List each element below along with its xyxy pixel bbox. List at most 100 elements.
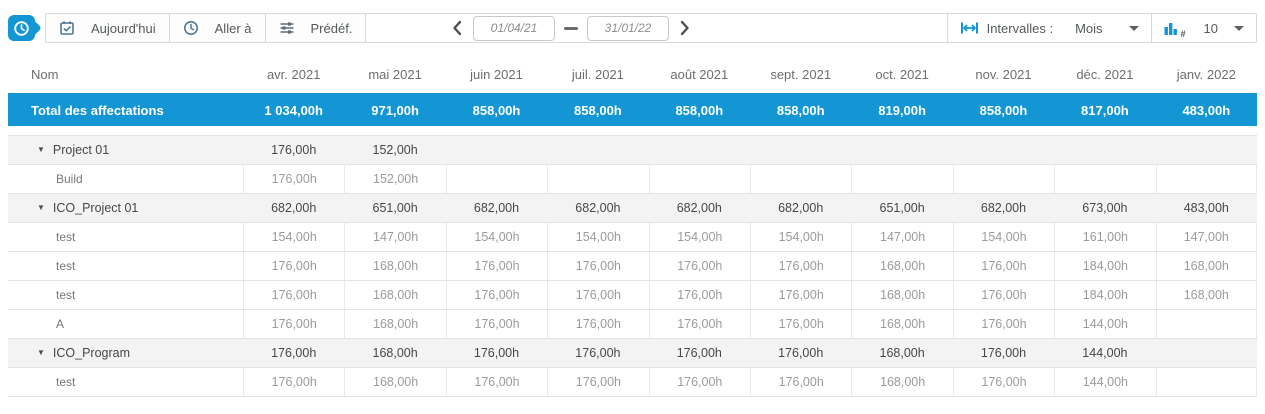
hours-cell	[1054, 136, 1155, 164]
hours-cell: 176,00h	[648, 368, 750, 396]
collapse-triangle-icon[interactable]: ▼	[37, 348, 45, 357]
hours-cell: 176,00h	[445, 310, 547, 338]
end-date-input[interactable]	[587, 15, 669, 41]
group-row: ▼ ICO_Project 01 682,00h 651,00h 682,00h 682,…	[8, 194, 1257, 223]
count-caret-icon[interactable]	[1234, 25, 1244, 31]
hours-cell: 168,00h	[372, 346, 418, 360]
row-label-text: test	[56, 230, 76, 244]
hours-cell	[1156, 339, 1257, 367]
hours-cell: 682,00h	[676, 201, 722, 215]
hours-cell	[750, 165, 851, 193]
hours-cell: 154,00h	[445, 223, 547, 251]
hours-cell: 176,00h	[445, 252, 547, 280]
hours-cell: 184,00h	[1054, 252, 1155, 280]
today-label: Aujourd'hui	[91, 20, 156, 36]
task-row-label[interactable]: test	[8, 252, 243, 280]
task-row: test 176,00h 168,00h 176,00h 176,00h 176,00h 1…	[8, 368, 1257, 397]
group-row: ▼ Project 01 176,00h 152,00h	[8, 135, 1257, 165]
row-label-text: test	[56, 259, 76, 273]
calendar-check-icon	[59, 20, 75, 36]
collapse-triangle-icon[interactable]: ▼	[37, 145, 45, 154]
hours-cell: 147,00h	[851, 223, 952, 251]
interval-caret-icon[interactable]	[1128, 25, 1139, 31]
row-label-text: A	[56, 317, 65, 331]
hours-cell: 651,00h	[372, 201, 418, 215]
hours-cell: 152,00h	[372, 143, 418, 157]
row-label-text: ICO_Project 01	[52, 201, 139, 215]
prev-period-button[interactable]	[450, 20, 464, 36]
month-header: juin 2021	[470, 67, 523, 82]
start-date-input[interactable]	[473, 15, 555, 41]
total-cell: 858,00h	[472, 103, 521, 118]
total-cell: 483,00h	[1182, 103, 1231, 118]
hours-cell: 168,00h	[344, 281, 445, 309]
hours-cell	[1054, 165, 1155, 193]
month-header: avr. 2021	[266, 67, 321, 82]
row-label-text: Project 01	[52, 143, 110, 157]
task-row-label[interactable]: Build	[8, 165, 243, 193]
allocation-table: Nom avr. 2021 mai 2021 juin 2021 juil. 2021…	[8, 56, 1257, 397]
month-header: août 2021	[670, 67, 729, 82]
group-row-label[interactable]: ▼ ICO_Project 01	[8, 194, 243, 222]
hours-cell: 176,00h	[271, 143, 317, 157]
count-select[interactable]: 10	[1203, 20, 1218, 36]
hours-cell: 144,00h	[1082, 346, 1128, 360]
hours-cell: 154,00h	[243, 223, 344, 251]
hours-cell: 168,00h	[1155, 281, 1257, 309]
task-row-label[interactable]: test	[8, 368, 243, 396]
hours-cell: 176,00h	[750, 252, 851, 280]
task-row: test 176,00h 168,00h 176,00h 176,00h 176,00h 1…	[8, 252, 1257, 281]
hours-cell: 651,00h	[879, 201, 925, 215]
hours-cell	[851, 165, 952, 193]
hours-cell	[1155, 368, 1257, 396]
hours-cell: 154,00h	[648, 223, 750, 251]
hours-cell: 168,00h	[344, 368, 445, 396]
hours-cell: 176,00h	[547, 281, 648, 309]
hours-cell: 176,00h	[243, 310, 344, 338]
intervals-section: Intervalles : Mois	[946, 14, 1151, 42]
next-period-button[interactable]	[678, 20, 692, 36]
hours-cell	[1155, 310, 1257, 338]
hours-cell	[445, 165, 547, 193]
hours-cell: 147,00h	[344, 223, 445, 251]
hours-cell: 176,00h	[952, 310, 1054, 338]
task-row-label[interactable]: A	[8, 310, 243, 338]
clock-badge-icon	[8, 15, 35, 41]
collapse-triangle-icon[interactable]: ▼	[37, 203, 45, 212]
total-cell: 817,00h	[1081, 103, 1129, 118]
month-header: janv. 2022	[1176, 67, 1236, 82]
hours-cell: 176,00h	[243, 281, 344, 309]
month-header: mai 2021	[368, 67, 422, 82]
goto-button[interactable]: Aller à	[169, 14, 266, 42]
table-header-row: Nom avr. 2021 mai 2021 juin 2021 juil. 2021…	[8, 56, 1257, 95]
hours-cell: 176,00h	[243, 368, 344, 396]
task-row-label[interactable]: test	[8, 223, 243, 251]
hours-cell	[649, 136, 750, 164]
row-label-text: ICO_Program	[52, 346, 131, 360]
hours-cell: 176,00h	[445, 368, 547, 396]
interval-select[interactable]: Mois	[1075, 20, 1103, 36]
task-row: test 176,00h 168,00h 176,00h 176,00h 176,00h 1…	[8, 281, 1257, 310]
today-button[interactable]: Aujourd'hui	[46, 14, 170, 42]
hours-cell: 176,00h	[243, 165, 344, 193]
date-range-nav	[450, 14, 692, 42]
group-row-label[interactable]: ▼ ICO_Program	[8, 339, 243, 367]
hours-cell: 176,00h	[648, 310, 750, 338]
hours-cell: 154,00h	[952, 223, 1054, 251]
hours-cell: 168,00h	[851, 368, 952, 396]
presets-button[interactable]: Prédéf.	[265, 14, 367, 42]
hours-cell: 176,00h	[547, 368, 648, 396]
hours-cell: 176,00h	[648, 281, 750, 309]
hours-cell: 176,00h	[750, 310, 851, 338]
hours-cell: 176,00h	[952, 252, 1054, 280]
hours-cell: 176,00h	[750, 281, 851, 309]
hours-cell: 682,00h	[575, 201, 621, 215]
hours-cell: 176,00h	[473, 346, 520, 360]
task-row-label[interactable]: test	[8, 281, 243, 309]
total-cell: 971,00h	[371, 103, 419, 118]
total-cell: 858,00h	[979, 103, 1028, 118]
total-cell: 858,00h	[776, 103, 825, 118]
hours-cell	[547, 165, 648, 193]
group-row-label[interactable]: ▼ Project 01	[8, 136, 243, 164]
hours-cell: 682,00h	[271, 201, 317, 215]
